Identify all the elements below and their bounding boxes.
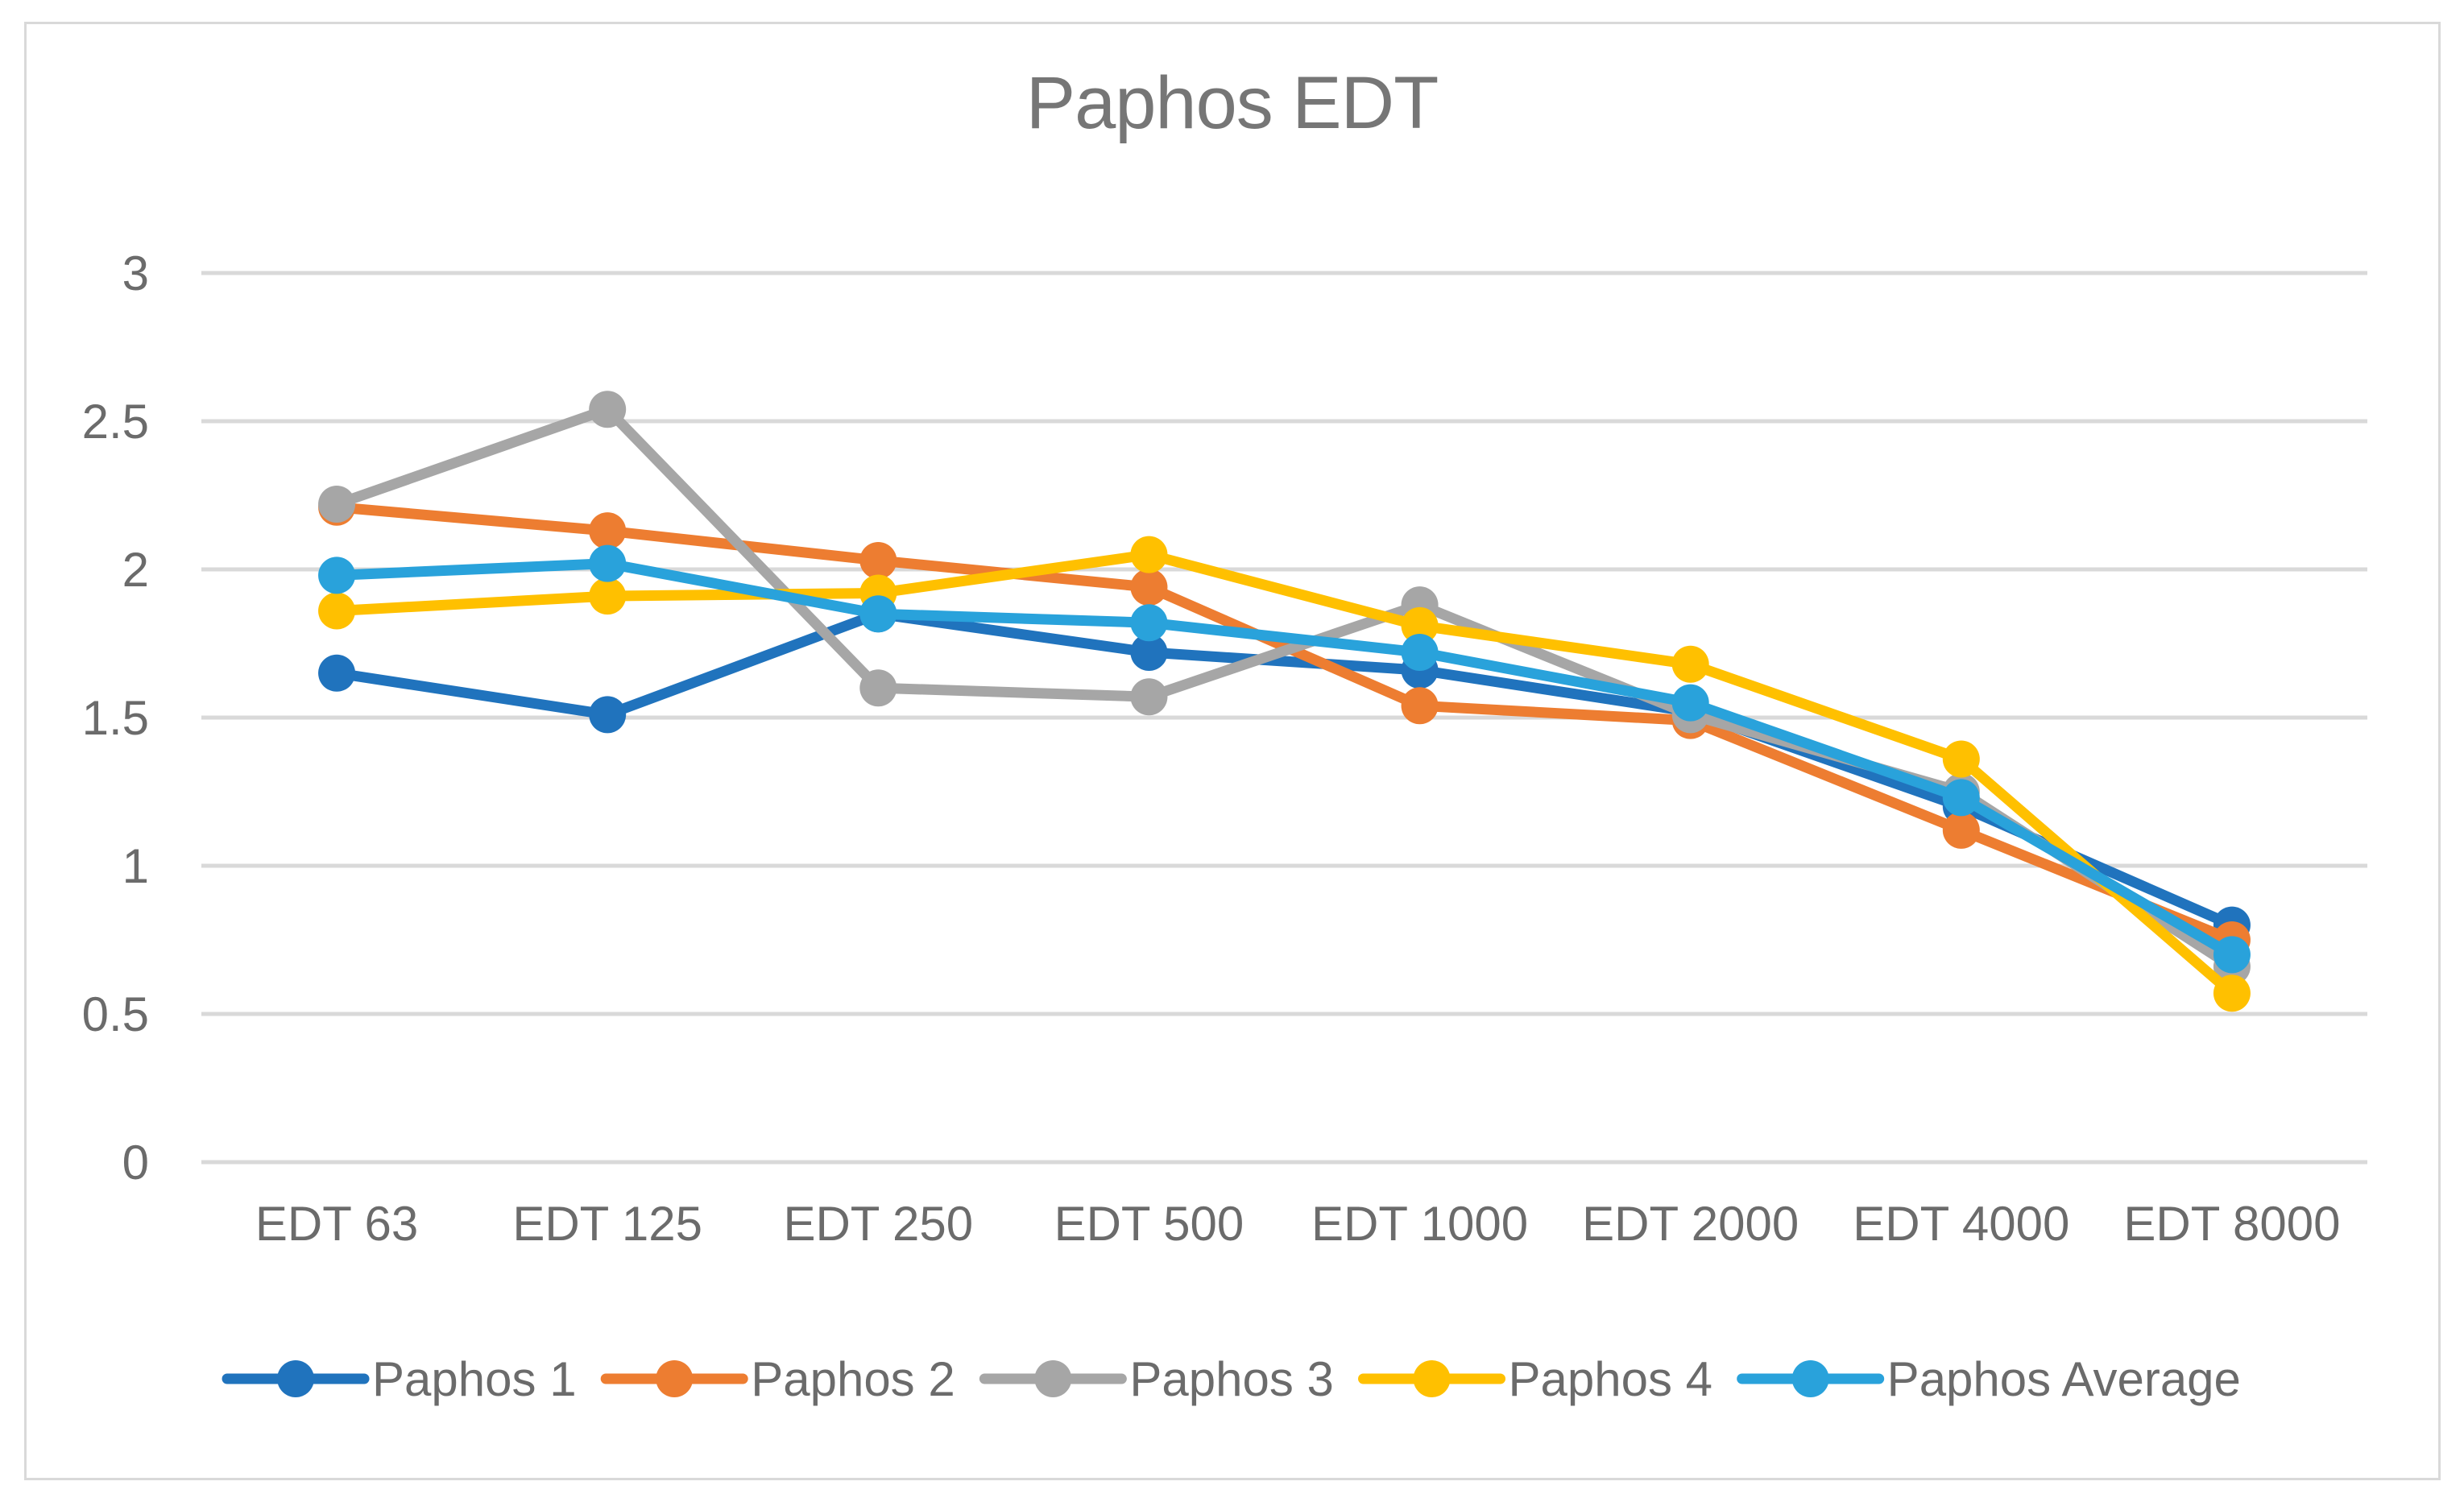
x-axis-category-label: EDT 2000	[1582, 1197, 1799, 1251]
series-line	[331, 558, 2238, 960]
y-axis-tick-label: 0	[122, 1136, 149, 1190]
data-point-marker	[1942, 811, 1980, 849]
data-point-marker	[589, 696, 627, 734]
y-axis-tick-label: 2	[122, 543, 149, 597]
legend: Paphos 1 Paphos 2 Paphos 3 Paphos 4 Paphos A…	[222, 1352, 2241, 1406]
y-axis: 0 0.5 1 1.5 2 2.5 3	[82, 246, 149, 1190]
x-axis: EDT 63 EDT 125 EDT 250 EDT 500 EDT 1000 EDT 2…	[255, 1197, 2341, 1251]
data-point-marker	[1942, 740, 1980, 778]
data-point-marker	[1130, 604, 1168, 642]
series-line	[331, 608, 2238, 931]
data-point-marker	[859, 669, 897, 707]
legend-item-paphos-2: Paphos 2	[600, 1352, 955, 1406]
data-point-marker	[859, 541, 897, 579]
data-point-marker	[318, 592, 356, 630]
data-point-marker	[589, 391, 627, 428]
chart-title: Paphos EDT	[1025, 62, 1439, 144]
x-axis-category-label: EDT 250	[783, 1197, 973, 1251]
legend-label: Paphos 1	[372, 1352, 577, 1406]
data-point-marker	[2213, 936, 2251, 974]
legend-label: Paphos 4	[1509, 1352, 1713, 1406]
series-line	[331, 403, 2238, 972]
data-point-marker	[318, 654, 356, 692]
series-paphos-4	[318, 536, 2251, 1012]
data-point-marker	[1401, 634, 1439, 672]
y-axis-tick-label: 3	[122, 246, 149, 300]
y-axis-tick-label: 1.5	[82, 691, 149, 745]
y-axis-tick-label: 2.5	[82, 395, 149, 449]
legend-marker-dot	[277, 1360, 315, 1397]
legend-label: Paphos 2	[751, 1352, 955, 1406]
data-point-marker	[2213, 974, 2251, 1012]
legend-label: Paphos 3	[1129, 1352, 1334, 1406]
x-axis-category-label: EDT 8000	[2123, 1197, 2340, 1251]
data-point-marker	[1671, 645, 1709, 683]
series-paphos-average	[318, 544, 2251, 974]
legend-item-paphos-1: Paphos 1	[222, 1352, 577, 1406]
legend-label: Paphos Average	[1887, 1352, 2241, 1406]
data-point-marker	[859, 595, 897, 633]
data-point-marker	[589, 544, 627, 582]
x-axis-category-label: EDT 1000	[1311, 1197, 1528, 1251]
data-point-marker	[589, 577, 627, 615]
data-point-marker	[589, 512, 627, 550]
legend-item-paphos-3: Paphos 3	[979, 1352, 1334, 1406]
gridlines	[201, 271, 2367, 1165]
legend-item-paphos-4: Paphos 4	[1358, 1352, 1713, 1406]
data-point-marker	[1130, 634, 1168, 672]
data-point-marker	[1401, 687, 1439, 725]
legend-item-paphos-average: Paphos Average	[1737, 1352, 2241, 1406]
series-paphos-3	[318, 391, 2251, 986]
x-axis-category-label: EDT 125	[512, 1197, 702, 1251]
data-point-marker	[1130, 536, 1168, 573]
y-axis-tick-label: 1	[122, 839, 149, 893]
data-point-marker	[318, 557, 356, 594]
data-point-marker	[1130, 569, 1168, 606]
data-point-marker	[1671, 684, 1709, 722]
y-axis-tick-label: 0.5	[82, 987, 149, 1041]
data-point-marker	[1401, 606, 1439, 644]
legend-marker-dot	[656, 1360, 694, 1397]
legend-marker-dot	[1791, 1360, 1829, 1397]
legend-marker-dot	[1034, 1360, 1072, 1397]
data-point-marker	[1130, 678, 1168, 716]
x-axis-category-label: EDT 63	[255, 1197, 418, 1251]
chart-frame-border	[24, 22, 2441, 1480]
data-point-marker	[318, 486, 356, 523]
x-axis-category-label: EDT 500	[1054, 1197, 1244, 1251]
data-point-marker	[1942, 779, 1980, 817]
x-axis-category-label: EDT 4000	[1853, 1197, 2069, 1251]
series-line	[331, 549, 2238, 999]
legend-marker-dot	[1413, 1360, 1451, 1397]
